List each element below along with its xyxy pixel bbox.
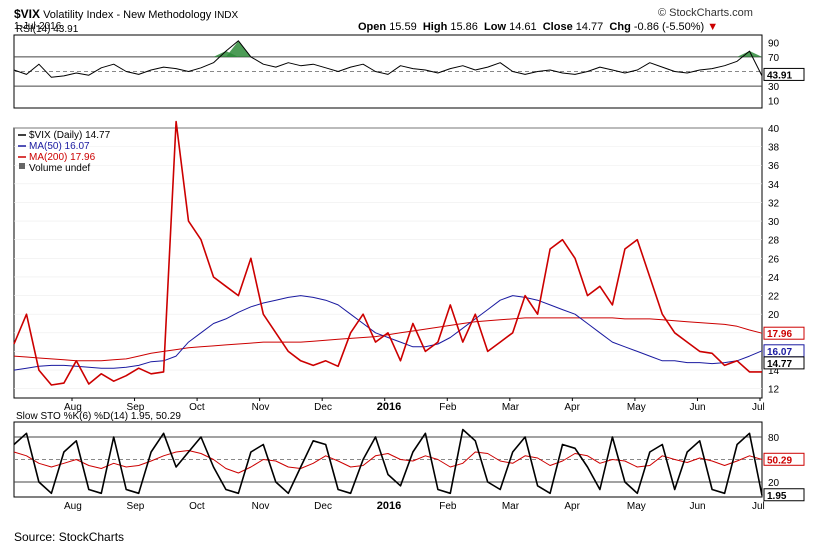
price-x-tick-label: May (627, 402, 646, 413)
rsi-overbought-fill (225, 40, 251, 57)
close-label: Close (542, 21, 573, 33)
sto-tick-label: 80 (768, 433, 780, 444)
sto-x-tick-label: Nov (252, 501, 270, 512)
price-legend-item: MA(200) 17.96 (29, 152, 96, 163)
ma50-line (13, 295, 763, 371)
price-x-tick-label: Nov (252, 402, 270, 413)
price-tick-label: 22 (768, 292, 780, 303)
price-x-tick-label: Apr (564, 402, 580, 413)
ohlc-readout: Open 15.59 High 15.86 Low 14.61 Close 14… (358, 21, 718, 33)
ma200-line (13, 317, 763, 362)
price-tick-label: 24 (768, 273, 780, 284)
close-value: 14.77 (575, 21, 604, 33)
price-tick-label: 12 (768, 385, 780, 396)
rsi-tick-label: 30 (768, 82, 780, 93)
price-x-tick-label: Jun (689, 402, 705, 413)
sto-x-tick-label: Mar (502, 501, 520, 512)
price-tick-label: 36 (768, 161, 780, 172)
price-x-tick-label: Jul (752, 402, 765, 413)
rsi-legend: RSI(14) 43.91 (16, 24, 79, 35)
open-label: Open (358, 21, 387, 33)
chart-date: 1-Jul-2016 (14, 21, 62, 32)
price-x-tick-label: Oct (189, 402, 205, 413)
vix-price-line (13, 120, 762, 386)
price-tick-label: 30 (768, 217, 780, 228)
open-value: 15.59 (389, 21, 417, 33)
sto-x-tick-label: Sep (127, 501, 145, 512)
ma50-last-value: 16.07 (767, 347, 792, 358)
price-x-tick-label: Sep (127, 402, 145, 413)
chg-down-icon: ▼ (707, 21, 719, 33)
price-panel (13, 127, 763, 399)
price-tick-label: 14 (768, 366, 780, 377)
volume-swatch (19, 163, 25, 169)
sto-x-tick-label: 2016 (377, 500, 401, 512)
sto-tick-label: 20 (768, 478, 780, 489)
price-legend-item: $VIX (Daily) 14.77 (29, 130, 111, 141)
price-tick-label: 28 (768, 236, 780, 247)
sto-legend: Slow STO %K(6) %D(14) 1.95, 50.29 (16, 411, 181, 422)
rsi-last-value: 43.91 (767, 70, 792, 81)
sto-k-last-value: 1.95 (767, 491, 787, 502)
sto-x-tick-label: Oct (189, 501, 205, 512)
sto-x-tick-label: May (627, 501, 646, 512)
price-tick-label: 32 (768, 198, 780, 209)
chg-value: -0.86 (-5.50%) (633, 21, 705, 33)
chart-svg: 1030507090RSI(14) 43.9143.91121416182022… (13, 24, 805, 512)
rsi-tick-label: 70 (768, 53, 780, 64)
price-x-tick-label: 2016 (377, 401, 401, 413)
price-x-tick-label: Mar (502, 402, 520, 413)
price-x-tick-label: Feb (439, 402, 457, 413)
sto-d-last-value: 50.29 (767, 455, 792, 466)
price-x-tick-label: Dec (314, 402, 332, 413)
price-tick-label: 26 (768, 254, 780, 265)
high-value: 15.86 (450, 21, 478, 33)
sto-x-tick-label: Apr (564, 501, 580, 512)
price-tick-label: 34 (768, 180, 780, 191)
ma200-last-value-box (763, 326, 805, 340)
price-tick-label: 40 (768, 124, 780, 135)
watermark: © StockCharts.com (658, 7, 753, 19)
sto-k-line (13, 428, 763, 496)
rsi-tick-label: 10 (768, 97, 780, 108)
rsi-last-value-box (763, 67, 805, 81)
sto-k-last-value-box (763, 488, 805, 502)
rsi-overbought-fill (737, 51, 762, 57)
rsi-line (13, 40, 763, 78)
sto-d-line (13, 450, 763, 474)
low-value: 14.61 (509, 21, 537, 33)
price-tick-label: 38 (768, 143, 780, 154)
chg-label: Chg (609, 21, 631, 33)
rsi-tick-label: 90 (768, 38, 780, 49)
ma200-last-value: 17.96 (767, 329, 792, 340)
sto-d-last-value-box (763, 452, 805, 466)
sto-x-tick-label: Dec (314, 501, 332, 512)
high-label: High (422, 21, 448, 33)
ticker-symbol: $VIX (14, 7, 41, 21)
close-last-value-box (763, 356, 805, 370)
low-label: Low (484, 21, 507, 33)
sto-x-tick-label: Feb (439, 501, 457, 512)
price-x-tick-label: Aug (64, 402, 82, 413)
ticker-name: Volatility Index - New Methodology (43, 9, 212, 21)
sto-x-tick-label: Aug (64, 501, 82, 512)
price-tick-label: 20 (768, 310, 780, 321)
sto-x-tick-label: Jun (689, 501, 705, 512)
close-last-value: 14.77 (767, 359, 792, 370)
price-legend-item: MA(50) 16.07 (29, 141, 90, 152)
sto-x-tick-label: Jul (752, 501, 765, 512)
source-note: Source: StockCharts (14, 530, 125, 544)
chart-header-left: $VIX Volatility Index - New Methodology … (14, 7, 238, 21)
price-legend-item: Volume undef (29, 163, 90, 174)
exchange-label: INDX (214, 10, 239, 21)
